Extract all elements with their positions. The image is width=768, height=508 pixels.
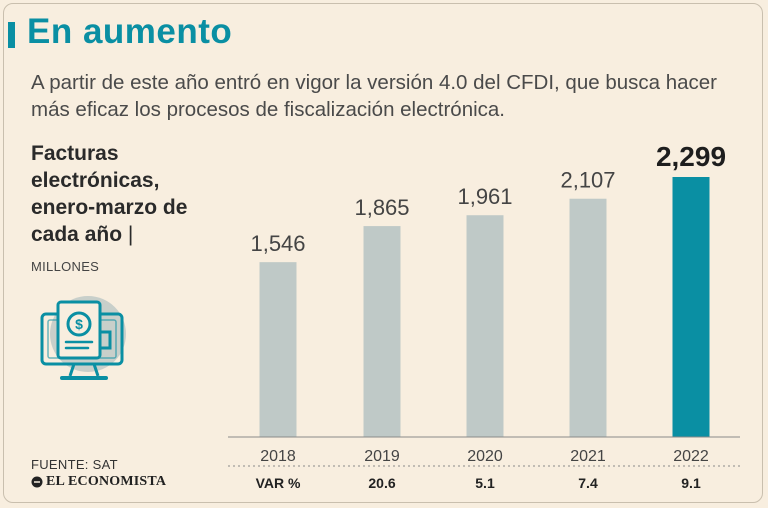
unit-label: MILLONES bbox=[31, 259, 100, 274]
svg-text:$: $ bbox=[75, 316, 83, 332]
bar-2019 bbox=[363, 226, 401, 437]
invoice-monitor-icon: $ bbox=[36, 292, 132, 388]
variation-value-2022: 9.1 bbox=[681, 475, 701, 491]
value-label-2022: 2,299 bbox=[656, 141, 726, 172]
chart-label-text: Facturas electrónicas, enero-marzo de ca… bbox=[31, 142, 188, 246]
x-tick-label-2022: 2022 bbox=[673, 448, 709, 465]
value-label-2020: 1,961 bbox=[457, 184, 512, 209]
variation-value-2021: 7.4 bbox=[578, 475, 598, 491]
chart-label: Facturas electrónicas, enero-marzo de ca… bbox=[31, 140, 211, 248]
bar-2021 bbox=[569, 198, 607, 437]
brand-name: EL ECONOMISTA bbox=[46, 474, 167, 489]
bar-2020 bbox=[466, 215, 504, 437]
x-tick-label-2019: 2019 bbox=[364, 448, 400, 465]
frame bbox=[3, 3, 763, 503]
page-title: En aumento bbox=[27, 12, 233, 51]
bar-2018 bbox=[259, 262, 297, 437]
value-label-2021: 2,107 bbox=[560, 168, 615, 193]
source-label: FUENTE: SAT bbox=[31, 457, 118, 472]
variation-label: VAR % bbox=[256, 475, 301, 491]
brand-logo: EL ECONOMISTA bbox=[31, 474, 166, 490]
variation-value-2019: 20.6 bbox=[368, 475, 395, 491]
chart-label-separator: | bbox=[127, 223, 134, 246]
x-tick-label-2018: 2018 bbox=[260, 448, 296, 465]
bar-2022 bbox=[672, 177, 710, 437]
brand-mark-icon bbox=[31, 476, 43, 488]
x-tick-label-2021: 2021 bbox=[570, 448, 606, 465]
value-label-2018: 1,546 bbox=[250, 231, 305, 256]
x-tick-label-2020: 2020 bbox=[467, 448, 503, 465]
subtitle: A partir de este año entró en vigor la v… bbox=[31, 71, 717, 121]
value-label-2019: 1,865 bbox=[354, 195, 409, 220]
title-accent-bar bbox=[8, 22, 15, 48]
variation-value-2020: 5.1 bbox=[475, 475, 495, 491]
